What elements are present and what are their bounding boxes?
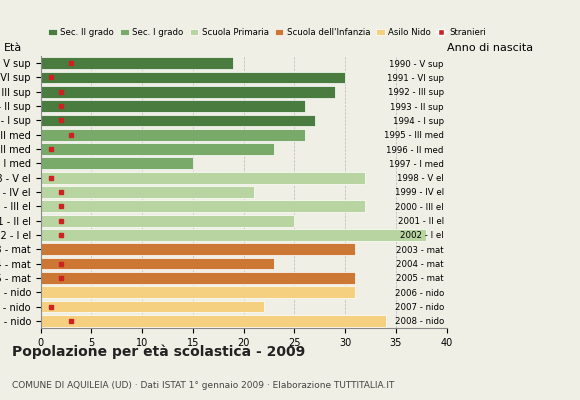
- Bar: [41, 200, 365, 212]
- Text: Anno di nascita: Anno di nascita: [447, 43, 532, 53]
- Text: COMUNE DI AQUILEIA (UD) · Dati ISTAT 1° gennaio 2009 · Elaborazione TUTTITALIA.I: COMUNE DI AQUILEIA (UD) · Dati ISTAT 1° …: [12, 381, 394, 390]
- Bar: [41, 286, 355, 298]
- Bar: [41, 315, 386, 327]
- Bar: [41, 172, 365, 184]
- Bar: [41, 114, 315, 126]
- Text: Popolazione per età scolastica - 2009: Popolazione per età scolastica - 2009: [12, 344, 305, 359]
- Bar: [41, 158, 193, 169]
- Legend: Sec. II grado, Sec. I grado, Scuola Primaria, Scuola dell'Infanzia, Asilo Nido, : Sec. II grado, Sec. I grado, Scuola Prim…: [45, 25, 490, 41]
- Bar: [41, 301, 264, 312]
- Bar: [41, 129, 305, 141]
- Bar: [41, 258, 274, 270]
- Bar: [41, 57, 233, 69]
- Bar: [41, 100, 305, 112]
- Bar: [41, 86, 335, 98]
- Bar: [41, 72, 345, 83]
- Bar: [41, 243, 355, 255]
- Bar: [41, 186, 254, 198]
- Bar: [41, 215, 295, 226]
- Bar: [41, 143, 274, 155]
- Text: Età: Età: [4, 43, 22, 53]
- Bar: [41, 229, 426, 241]
- Bar: [41, 272, 355, 284]
